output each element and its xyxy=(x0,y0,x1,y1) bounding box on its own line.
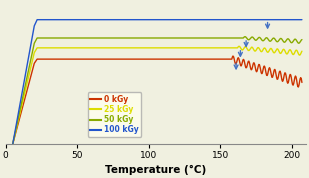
Legend: 0 kGy, 25 kGy, 50 kGy, 100 kGy: 0 kGy, 25 kGy, 50 kGy, 100 kGy xyxy=(88,92,142,137)
X-axis label: Temperature (°C): Temperature (°C) xyxy=(105,165,206,175)
